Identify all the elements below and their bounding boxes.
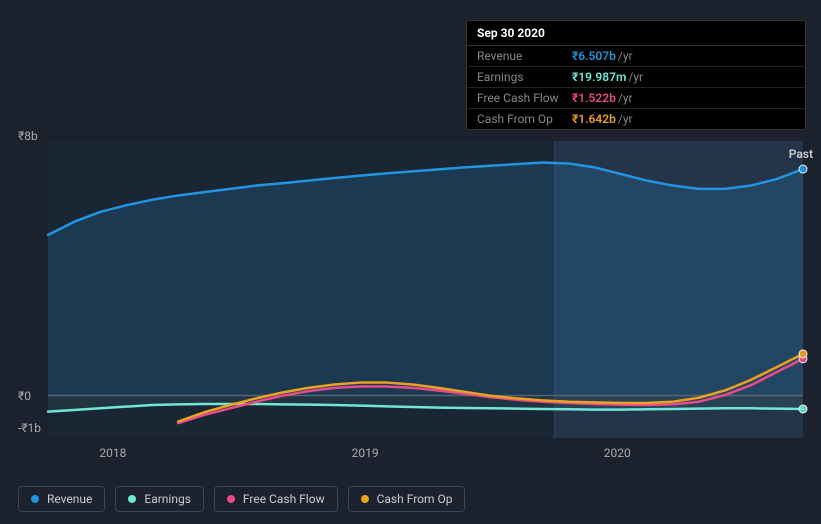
legend-label: Revenue xyxy=(47,492,92,506)
tooltip-row: Earnings₹19.987m /yr xyxy=(467,67,805,88)
tooltip-row-value: ₹6.507b xyxy=(572,49,616,63)
legend-label: Cash From Op xyxy=(377,492,453,506)
tooltip-row-value: ₹1.522b xyxy=(572,91,616,105)
tooltip-row-label: Cash From Op xyxy=(477,112,572,126)
x-axis-tick: 2019 xyxy=(352,446,379,460)
tooltip-row: Cash From Op₹1.642b /yr xyxy=(467,109,805,129)
y-axis-tick: ₹8b xyxy=(18,129,38,143)
legend-item-revenue[interactable]: Revenue xyxy=(18,486,105,512)
tooltip-row-label: Earnings xyxy=(477,70,572,84)
x-axis-tick: 2020 xyxy=(604,446,631,460)
legend-item-earnings[interactable]: Earnings xyxy=(115,486,204,512)
legend-dot-icon xyxy=(128,495,136,503)
tooltip-row: Revenue₹6.507b /yr xyxy=(467,46,805,67)
tooltip-row-label: Free Cash Flow xyxy=(477,91,572,105)
x-axis-tick: 2018 xyxy=(99,446,126,460)
tooltip-row-unit: /yr xyxy=(618,49,633,63)
legend-dot-icon xyxy=(227,495,235,503)
legend: Revenue Earnings Free Cash Flow Cash From O… xyxy=(18,486,465,512)
tooltip-row-value: ₹19.987m xyxy=(572,70,626,84)
tooltip-row: Free Cash Flow₹1.522b /yr xyxy=(467,88,805,109)
legend-item-fcf[interactable]: Free Cash Flow xyxy=(214,486,338,512)
tooltip-row-unit: /yr xyxy=(618,91,633,105)
tooltip-row-unit: /yr xyxy=(618,112,633,126)
legend-label: Earnings xyxy=(144,492,191,506)
legend-dot-icon xyxy=(31,495,39,503)
legend-dot-icon xyxy=(361,495,369,503)
tooltip-row-unit: /yr xyxy=(628,70,643,84)
past-label: Past xyxy=(789,147,813,161)
y-axis-tick: -₹1b xyxy=(18,421,41,435)
tooltip-row-label: Revenue xyxy=(477,49,572,63)
legend-item-cfo[interactable]: Cash From Op xyxy=(348,486,466,512)
tooltip-row-value: ₹1.642b xyxy=(572,112,616,126)
tooltip: Sep 30 2020 Revenue₹6.507b /yrEarnings₹1… xyxy=(466,20,806,130)
y-axis-tick: ₹0 xyxy=(18,389,31,403)
legend-label: Free Cash Flow xyxy=(243,492,325,506)
tooltip-header: Sep 30 2020 xyxy=(467,21,805,46)
